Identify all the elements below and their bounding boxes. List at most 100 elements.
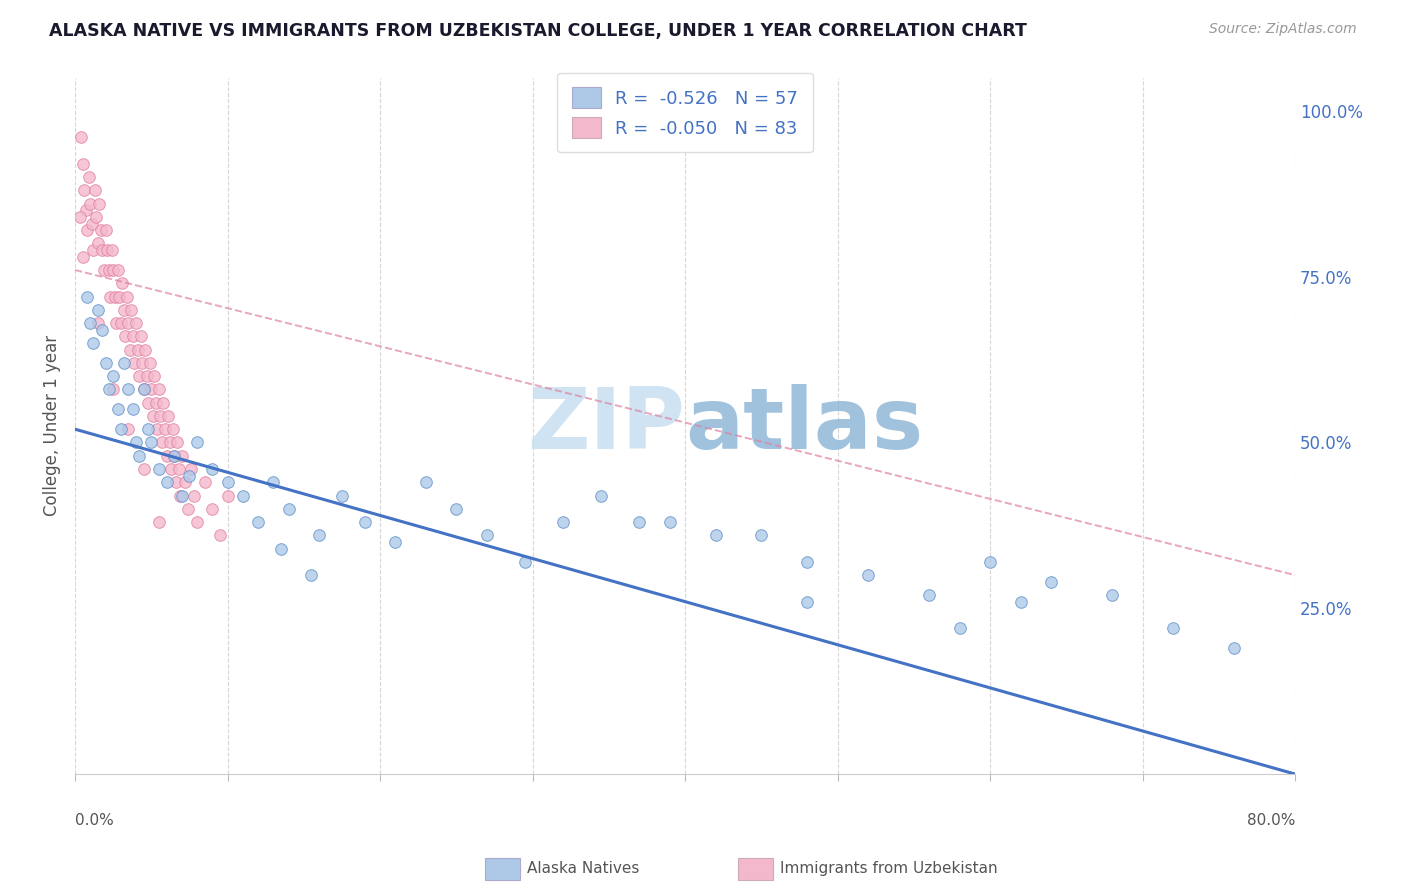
Point (163, 449, 186, 463)
Point (114, 329, 136, 343)
Point (330, 489, 353, 503)
Point (247, 515, 270, 529)
Point (277, 501, 299, 516)
Point (208, 528, 231, 542)
Point (128, 369, 150, 384)
Point (1040, 574, 1063, 589)
Point (262, 475, 284, 490)
Text: Alaska Natives: Alaska Natives (527, 862, 640, 876)
Point (100, 243, 122, 257)
Point (150, 435, 173, 450)
Point (94, 356, 117, 370)
Point (796, 594, 818, 608)
Point (201, 462, 224, 476)
Point (173, 475, 195, 490)
Point (136, 395, 159, 409)
Point (135, 369, 157, 384)
Point (122, 402, 145, 417)
Point (165, 475, 187, 490)
Point (87, 236, 110, 251)
Point (97, 263, 120, 277)
Point (107, 263, 129, 277)
Point (122, 329, 145, 343)
Point (704, 528, 727, 542)
Point (112, 302, 135, 317)
Text: 80.0%: 80.0% (1247, 813, 1295, 828)
Point (117, 316, 139, 330)
Legend: R =  -0.526   N = 57, R =  -0.050   N = 83: R = -0.526 N = 57, R = -0.050 N = 83 (557, 73, 813, 153)
Point (131, 356, 153, 370)
Point (170, 449, 193, 463)
Point (72, 250, 94, 264)
Point (658, 515, 681, 529)
Point (194, 475, 217, 490)
Point (141, 383, 163, 397)
Point (87, 316, 110, 330)
Point (856, 568, 879, 582)
Point (217, 489, 239, 503)
Point (94, 223, 117, 237)
Point (415, 475, 437, 490)
Point (170, 489, 193, 503)
Point (132, 383, 155, 397)
Point (117, 383, 139, 397)
Point (353, 515, 375, 529)
Point (132, 383, 155, 397)
Point (76, 223, 98, 237)
Text: Source: ZipAtlas.com: Source: ZipAtlas.com (1209, 22, 1357, 37)
Point (918, 588, 941, 602)
Point (118, 343, 141, 357)
Point (134, 343, 156, 357)
Point (148, 383, 170, 397)
Point (70, 130, 93, 145)
Point (157, 409, 180, 423)
Point (149, 409, 172, 423)
Point (127, 343, 149, 357)
Point (749, 528, 772, 542)
Point (1223, 641, 1246, 656)
Point (91, 243, 114, 257)
Point (87, 302, 110, 317)
Text: ZIP: ZIP (527, 384, 685, 467)
Point (513, 555, 536, 569)
Point (96, 243, 118, 257)
Point (104, 289, 127, 303)
Point (138, 356, 160, 370)
Point (141, 435, 163, 450)
Point (551, 515, 574, 529)
Point (217, 475, 239, 490)
Point (628, 515, 651, 529)
Point (82, 335, 104, 350)
Point (80, 217, 103, 231)
Point (148, 462, 170, 476)
Point (101, 263, 124, 277)
Point (446, 501, 468, 516)
Point (125, 435, 148, 450)
Point (110, 316, 132, 330)
Point (475, 528, 498, 542)
Point (110, 422, 132, 436)
Point (163, 449, 186, 463)
Point (105, 316, 128, 330)
Point (166, 435, 188, 450)
Text: Immigrants from Uzbekistan: Immigrants from Uzbekistan (780, 862, 998, 876)
Point (101, 383, 124, 397)
Point (112, 356, 135, 370)
Point (125, 316, 148, 330)
Point (136, 422, 159, 436)
Point (148, 515, 170, 529)
Point (124, 356, 146, 370)
Point (93, 263, 115, 277)
Point (111, 277, 134, 291)
Point (128, 449, 150, 463)
Point (90, 223, 112, 237)
Point (72, 157, 94, 171)
Point (115, 289, 138, 303)
Point (143, 369, 166, 384)
Point (132, 462, 155, 476)
Point (117, 422, 139, 436)
Text: atlas: atlas (685, 384, 924, 467)
Point (101, 369, 124, 384)
Point (76, 289, 98, 303)
Point (979, 555, 1001, 569)
